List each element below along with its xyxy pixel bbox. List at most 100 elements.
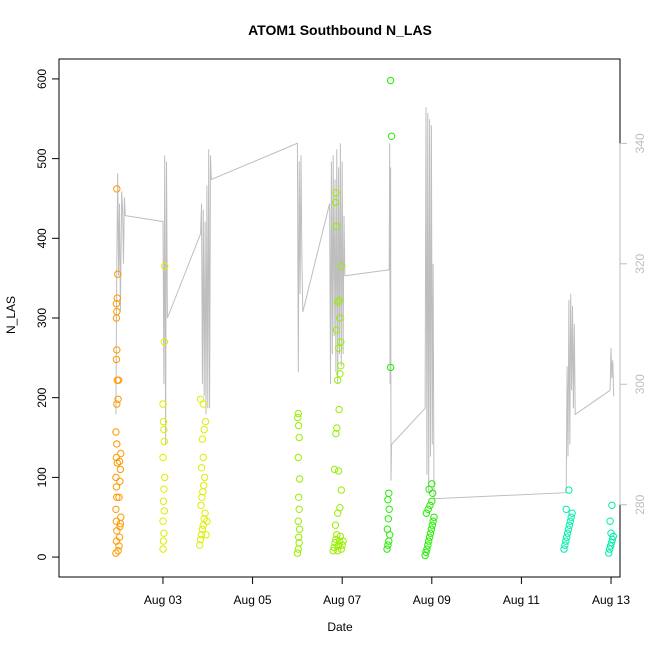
data-point [424,505,432,513]
data-point [196,541,204,549]
data-point [112,473,120,482]
data-point [198,493,206,501]
data-point [114,270,122,278]
data-point [200,481,208,490]
data-point [295,421,303,430]
data-point [337,545,345,553]
data-point [115,533,124,541]
y-tick-label: 200 [35,387,49,407]
data-point [385,505,393,513]
secondary-line [115,107,615,500]
data-point [201,509,209,517]
data-point [563,533,571,541]
data-points [112,76,617,560]
data-point [562,505,570,513]
y-axis: 0 100 200 300 400 500 600 [35,69,60,560]
data-point [294,453,302,462]
data-point [383,545,391,553]
y2-tick-label: 320 [633,253,647,273]
data-point [116,465,125,474]
data-point [113,294,122,302]
data-point [112,483,121,491]
data-point [295,533,303,541]
series-group [112,185,125,557]
data-point [428,497,436,505]
data-point [332,222,341,231]
data-point [112,300,121,308]
data-point [116,523,124,531]
data-point [422,548,430,556]
data-point [564,525,573,533]
data-point [560,545,568,553]
data-point [293,549,302,557]
data-point [339,537,347,545]
data-point [115,457,124,466]
data-point [332,189,340,197]
secondary-y-axis: 280 300 320 340 [619,133,647,515]
data-point [159,417,168,426]
data-point [197,531,206,539]
data-point [561,541,569,549]
data-point [334,344,343,352]
data-point [384,496,392,504]
data-point [199,521,208,529]
secondary-series [115,107,615,500]
x-tick-label: Aug 05 [234,593,272,607]
data-point [332,429,340,438]
data-point [385,489,393,497]
y-axis-label: N_LAS [4,296,18,334]
data-point [335,296,343,305]
data-point [159,517,167,525]
data-point [197,501,205,509]
data-point [331,198,340,207]
data-point [114,376,123,384]
data-point [196,395,205,403]
data-point [295,433,303,442]
data-point [202,531,210,539]
data-point [159,400,167,408]
data-point [425,537,433,545]
data-point [386,363,395,372]
data-point [160,437,169,446]
data-point [294,545,302,553]
data-point [429,489,437,497]
data-point [426,501,434,509]
data-point [331,521,340,529]
data-point [386,76,395,85]
data-point [113,185,121,193]
chart-title: ATOM1 Southbound N_LAS [248,22,432,38]
data-point [563,529,572,537]
data-point [160,338,169,346]
data-point [295,475,304,483]
x-tick-label: Aug 07 [323,593,361,607]
data-point [608,501,616,509]
series-group [159,262,211,553]
data-point [565,486,573,494]
data-point [197,464,206,472]
data-point [338,541,346,549]
data-point [332,326,341,334]
data-point [606,517,614,525]
data-point [196,535,205,544]
data-point [422,509,431,517]
data-point [568,509,576,517]
data-point [334,298,342,306]
data-point [114,547,122,555]
data-point [115,493,123,501]
data-point [159,545,167,553]
data-point [387,132,396,141]
data-point [562,537,570,545]
data-point [113,346,121,354]
series-group [383,76,438,560]
y2-tick-label: 300 [633,374,647,394]
data-point [336,504,344,512]
data-point [295,525,304,533]
y2-tick-label: 280 [633,494,647,514]
data-point [428,521,436,529]
y-tick-label: 300 [35,308,49,328]
data-point [334,547,342,555]
data-point [294,409,302,418]
data-point [567,513,575,521]
data-point [336,314,344,322]
